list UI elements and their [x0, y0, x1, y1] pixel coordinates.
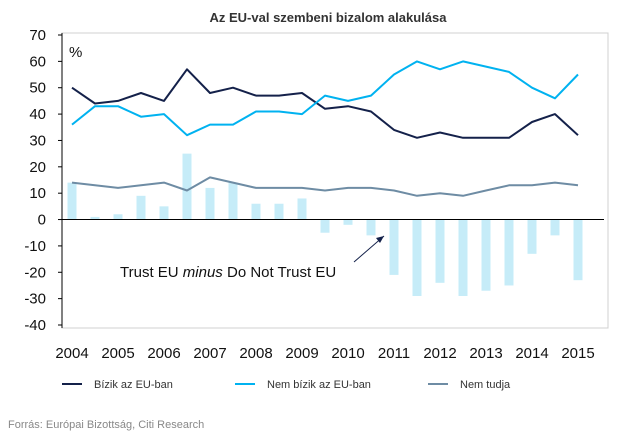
y-tick-label: -40: [24, 317, 46, 334]
y-tick-label: 10: [29, 185, 46, 202]
y-unit-label: %: [69, 44, 82, 61]
x-tick-label: 2007: [193, 345, 226, 362]
bar: [182, 153, 192, 220]
bar: [366, 219, 376, 236]
y-tick-label: 60: [29, 53, 46, 70]
y-tick-label: 40: [29, 106, 46, 123]
bar: [136, 195, 146, 220]
legend-label: Nem bízik az EU-ban: [267, 379, 371, 391]
y-tick-label: 50: [29, 80, 46, 97]
x-axis-ticks: 2004 2005 2006 2007 2008 2009 2010 2011 2012 2013…: [55, 345, 594, 362]
x-tick-label: 2005: [101, 345, 134, 362]
bar: [67, 182, 77, 220]
plot-frame: [61, 32, 609, 329]
y-tick-label: 20: [29, 159, 46, 176]
annotation-part: Trust EU: [120, 264, 183, 281]
bar: [274, 203, 284, 220]
annotation-part: Do Not Trust EU: [223, 264, 336, 281]
series-line: [71, 60, 579, 137]
x-tick-label: 2009: [285, 345, 318, 362]
bar-series: [67, 153, 583, 296]
bar: [297, 198, 307, 220]
bar: [343, 219, 353, 225]
x-tick-label: 2004: [55, 345, 88, 362]
annotation-arrowhead: [376, 236, 384, 243]
y-tick-label: 30: [29, 132, 46, 149]
bar: [389, 219, 399, 275]
y-axis-ticks: -40 -30 -20 -10 0 10 20 30 40 50 60 70: [24, 27, 62, 334]
bar: [550, 219, 560, 236]
x-tick-label: 2006: [147, 345, 180, 362]
bar: [573, 219, 583, 281]
y-tick-label: 70: [29, 27, 46, 44]
x-tick-label: 2013: [469, 345, 502, 362]
x-tick-label: 2012: [423, 345, 456, 362]
y-tick-label: -10: [24, 238, 46, 255]
y-tick-label: -30: [24, 291, 46, 308]
x-tick-label: 2008: [239, 345, 272, 362]
series-line: [71, 68, 579, 139]
source-note: Forrás: Európai Bizottság, Citi Research: [8, 419, 204, 431]
bar: [159, 206, 169, 220]
bar: [412, 219, 422, 296]
bar: [504, 219, 514, 286]
chart-title: Az EU-val szembeni bizalom alakulása: [210, 10, 448, 25]
legend-label: Nem tudja: [460, 379, 511, 391]
legend: Bízik az EU-ban Nem bízik az EU-ban Nem tu…: [62, 379, 511, 391]
bar: [527, 219, 537, 254]
bar: [205, 187, 215, 220]
bar: [458, 219, 468, 296]
bar: [113, 214, 123, 220]
x-tick-label: 2014: [515, 345, 548, 362]
y-tick-label: -20: [24, 264, 46, 281]
x-tick-label: 2010: [331, 345, 364, 362]
bar: [90, 216, 100, 220]
x-tick-label: 2011: [378, 345, 410, 362]
bar: [251, 203, 261, 220]
annotation-text: Trust EU minus Do Not Trust EU: [120, 264, 336, 281]
annotation-part-italic: minus: [183, 264, 224, 281]
legend-label: Bízik az EU-ban: [94, 379, 173, 391]
bar: [481, 219, 491, 291]
y-tick-label: 0: [38, 212, 46, 229]
series-line: [71, 176, 579, 197]
bar: [435, 219, 445, 283]
bar: [320, 219, 330, 233]
line-series: [71, 60, 579, 197]
x-tick-label: 2015: [561, 345, 594, 362]
bar: [228, 182, 238, 220]
